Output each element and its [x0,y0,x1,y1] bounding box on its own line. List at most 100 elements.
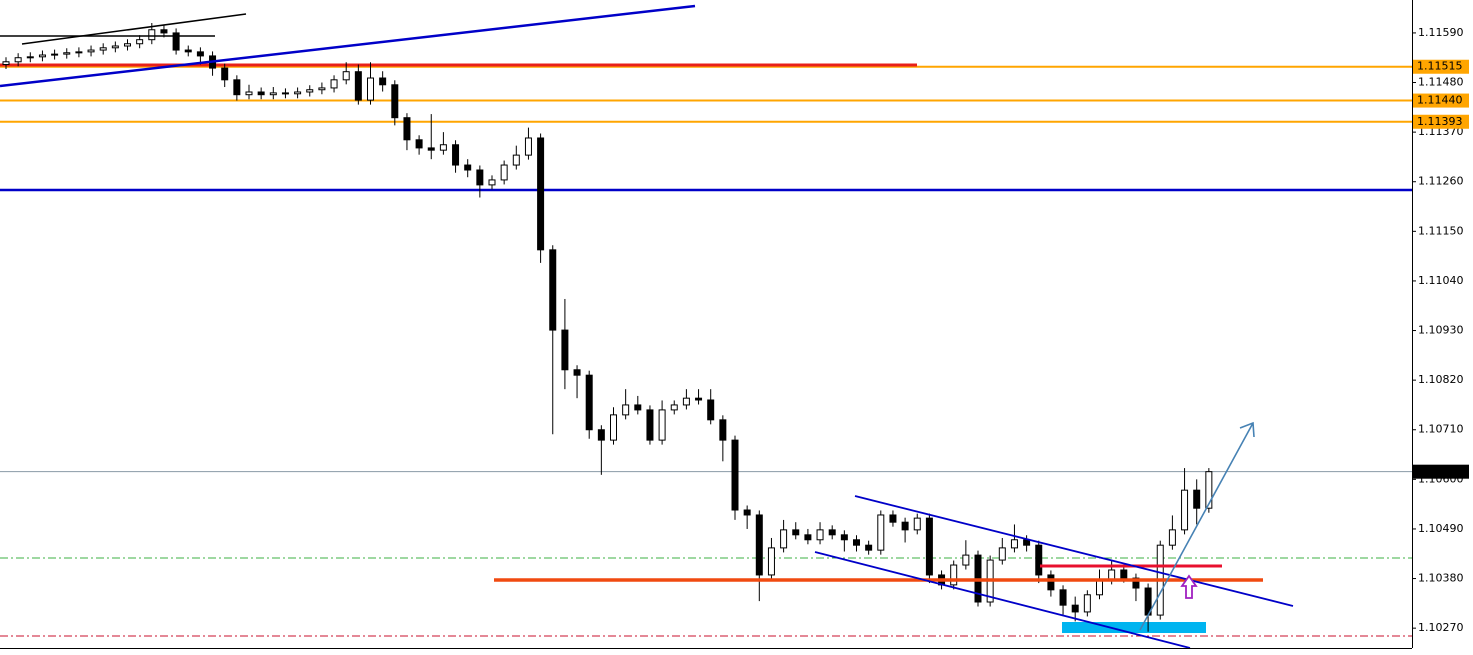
candle-body [1083,594,1091,613]
candle-body [1059,589,1067,606]
candle-body [500,164,508,181]
candle-body [87,49,95,53]
channel-line [814,551,1191,649]
candle-body [488,179,496,186]
candle-body [75,51,83,54]
candle-body [1096,579,1103,596]
candle-body [658,409,666,441]
candle-body [318,87,326,91]
forecast-arrow [1139,422,1254,631]
candle-body [1181,489,1189,531]
candle-body [221,67,229,81]
candle-body [913,517,921,531]
candle-body [1023,539,1031,546]
candle-body [816,529,824,541]
level-label: 1.11515 [1417,60,1463,73]
y-tick-label: 1.10710 [1418,423,1464,436]
level-label: 1.11393 [1417,115,1463,128]
candle-body [780,529,788,549]
y-tick-label: 1.11590 [1418,26,1464,39]
candle-body [367,77,374,101]
candle-body [610,414,617,441]
candle-body [196,51,204,57]
candle-body [585,374,593,431]
candle-body [26,56,34,59]
y-tick-label: 1.10380 [1418,572,1464,585]
candle-body [294,91,302,95]
candle-body [622,404,630,416]
candle-body [512,154,520,166]
level-tag [1413,59,1469,74]
candle-body [682,397,690,406]
candle-body [865,544,873,551]
candle-body [524,137,532,156]
candle-body [51,53,59,56]
candle-body [439,144,447,151]
candle-body [561,329,569,371]
candle-body [767,547,775,576]
candle-body [1035,544,1043,576]
candle-body [306,89,314,93]
candle-body [427,147,435,151]
candle-body [1010,539,1018,549]
candle-body [707,399,715,421]
trendline [0,4,696,88]
candle-body [38,54,46,58]
candle-body [755,514,763,576]
candle-body [136,39,144,45]
price-axis: 1.115901.114801.113701.112601.111501.110… [1412,26,1469,634]
candle-body [549,249,557,331]
level-tag [1413,464,1469,479]
y-tick-label: 1.11040 [1418,274,1464,287]
candle-body [597,429,605,441]
level-label: 1.10617 [1417,465,1463,478]
candle-body [2,61,10,65]
candle-body [233,79,241,96]
levels-layer [0,65,1412,473]
level-tag [1413,93,1469,108]
drawings-front [0,4,1294,649]
candle-body [634,404,642,411]
candle-body [998,547,1006,561]
trendline [21,13,247,45]
candle-body [184,49,192,53]
candle-body [354,71,362,101]
candle-body [1193,489,1201,509]
candle-body [99,47,107,51]
arrow-head [1239,421,1255,438]
candle-body [792,529,800,536]
candle-body [925,517,933,576]
candle-body [379,77,387,86]
y-tick-label: 1.11260 [1418,175,1464,188]
candle-body [1205,471,1213,509]
candle-body [877,514,885,551]
candle-body [1168,529,1176,546]
candle-body [1071,604,1079,613]
candle-body [804,534,812,541]
candle-body [828,529,836,536]
candle-body [695,397,703,401]
candle-body [281,92,289,95]
candle-body [476,169,484,186]
candle-body [391,84,399,119]
candle-body [111,45,119,49]
candle-body [245,91,253,96]
candle-body [853,539,860,546]
candle-body [269,92,277,96]
candle-body [901,521,909,531]
candle-body [342,71,350,81]
y-tick-label: 1.10930 [1418,324,1464,337]
candle-body [537,137,545,251]
candle-body [1120,569,1128,579]
candle-body [160,29,168,34]
y-tick-label: 1.10820 [1418,373,1464,386]
cyan-zone [1062,622,1206,633]
candle-body [719,419,727,441]
candle-body [63,52,71,55]
candle-body [124,43,131,47]
candle-body [840,534,848,541]
candles [2,22,1213,632]
y-tick-label: 1.11480 [1418,76,1464,89]
